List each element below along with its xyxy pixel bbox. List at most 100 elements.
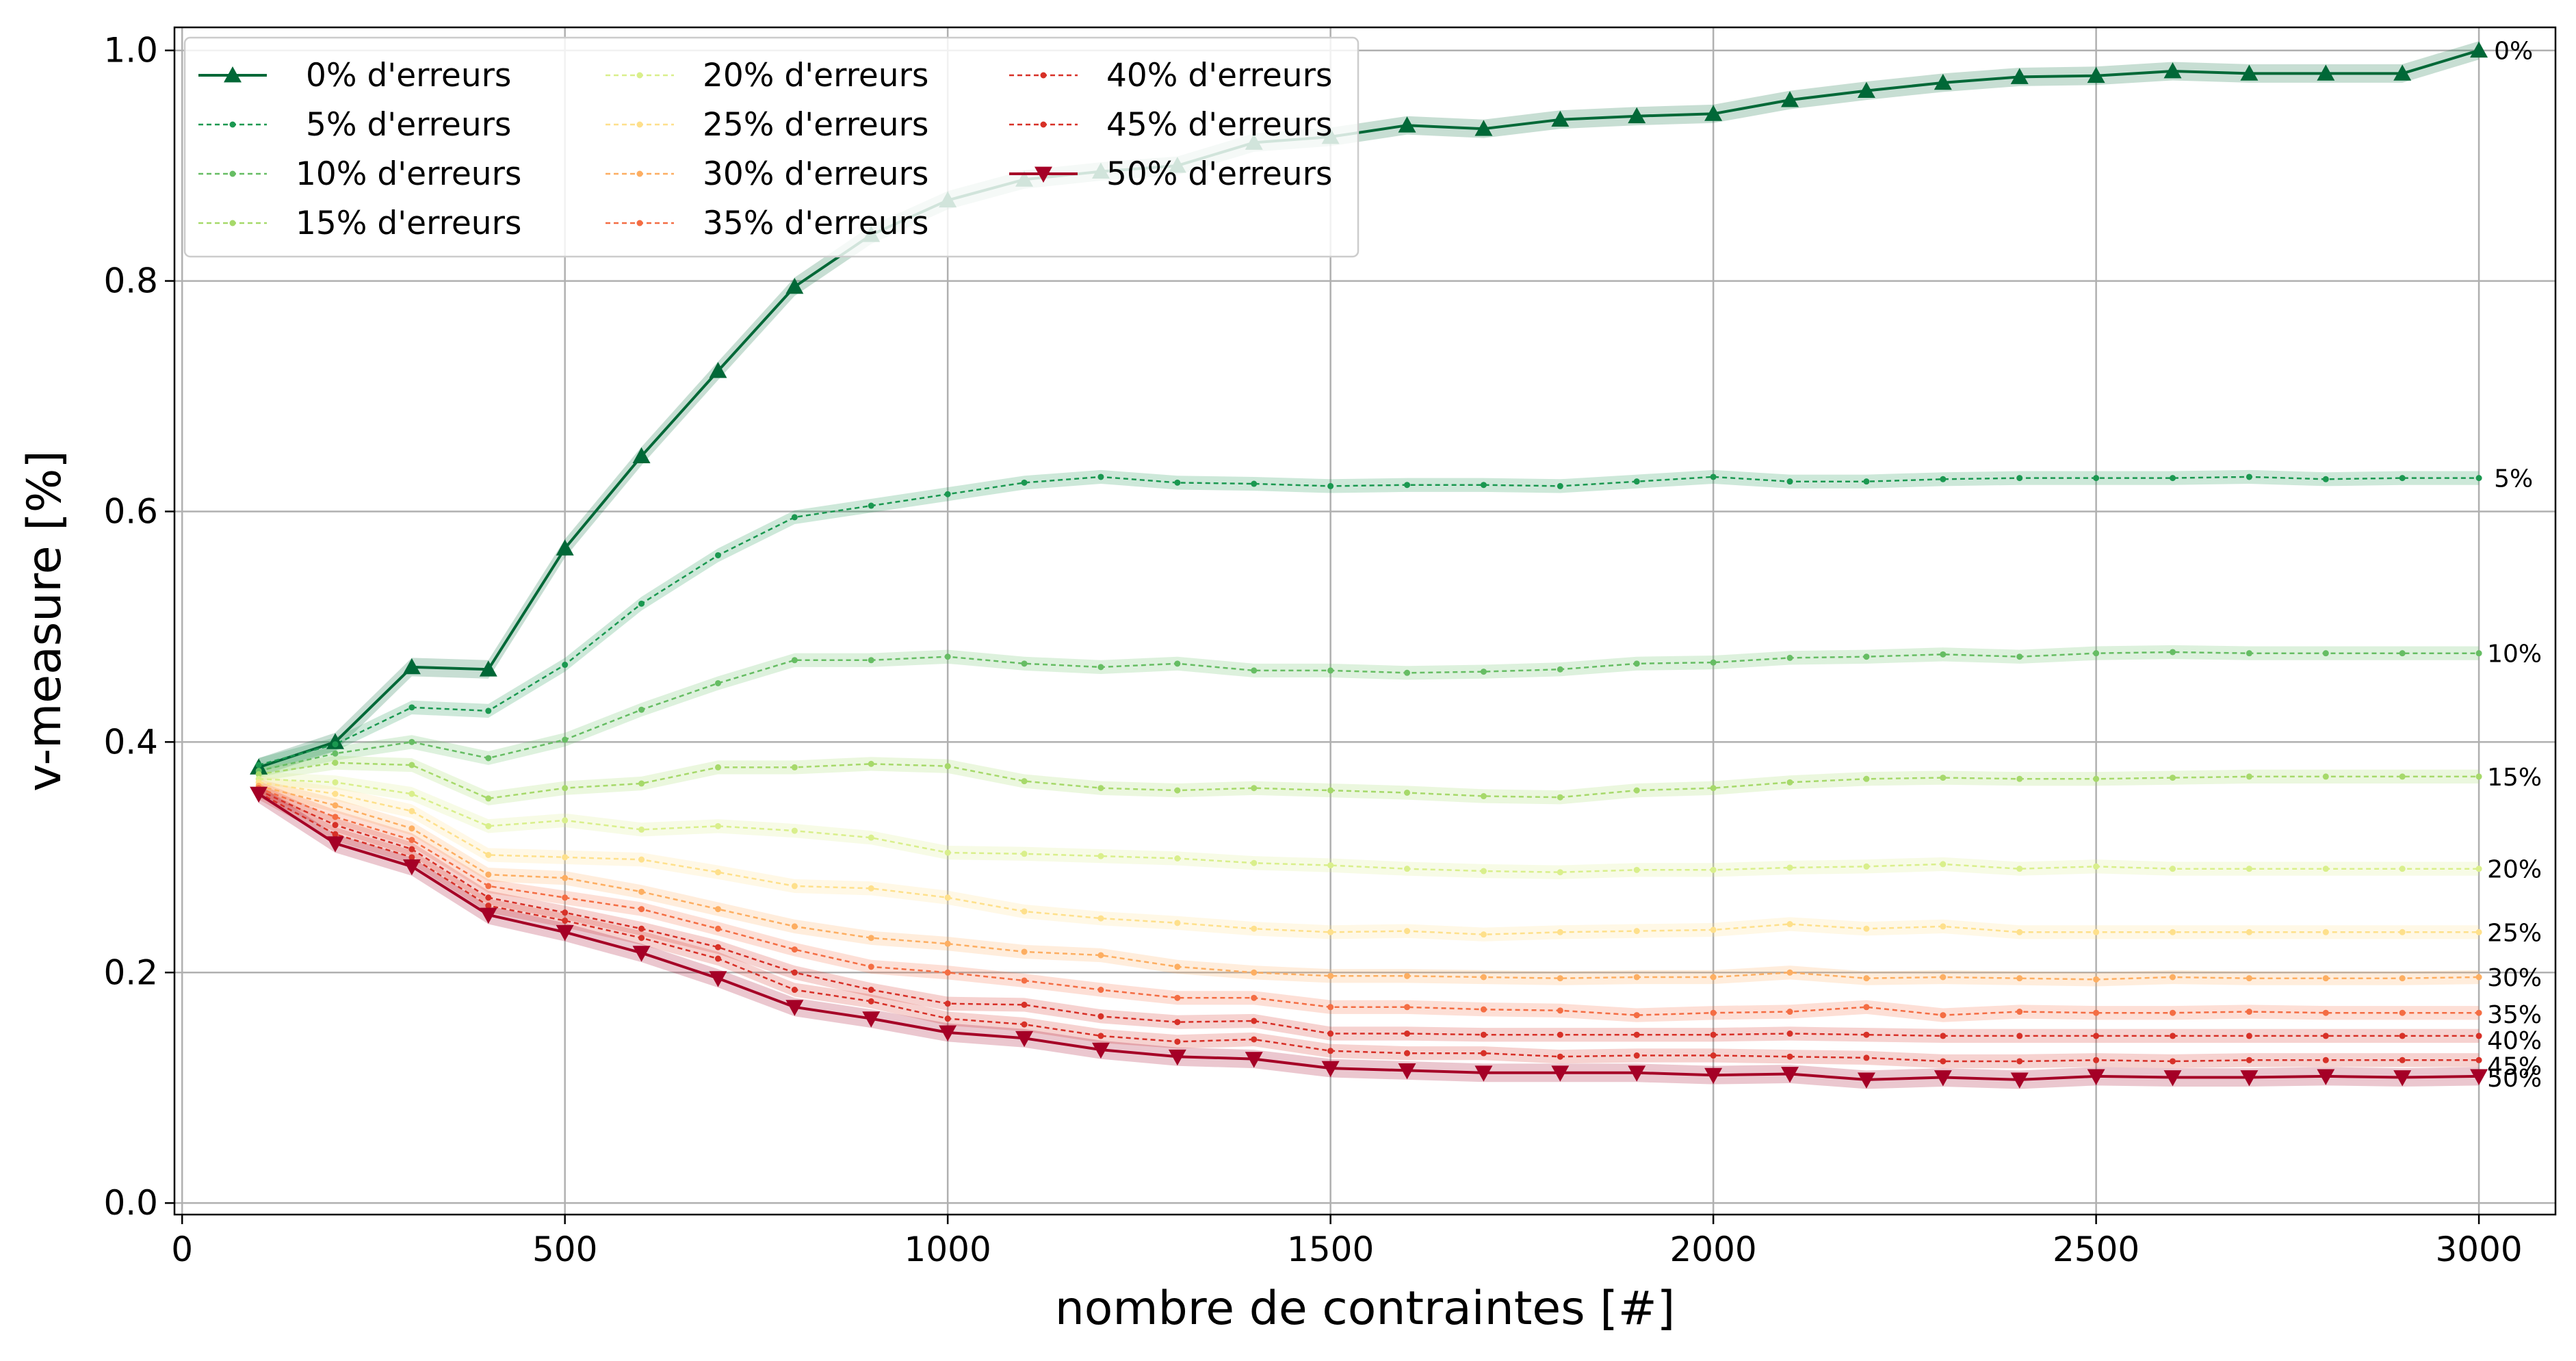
data-point: [2093, 929, 2100, 935]
data-point: [408, 807, 415, 814]
data-point: [1557, 666, 1563, 673]
data-point: [2093, 650, 2100, 657]
data-point: [714, 822, 721, 829]
data-point: [562, 854, 569, 861]
data-point: [791, 827, 798, 834]
data-point: [2093, 863, 2100, 870]
data-point: [1327, 667, 1334, 674]
series-end-label: 50%: [2487, 1065, 2542, 1093]
data-point: [1174, 963, 1181, 970]
data-point: [1480, 482, 1487, 489]
series-lines: [258, 49, 2480, 1081]
data-point: [1021, 977, 1028, 984]
data-point: [408, 738, 415, 745]
data-point: [255, 762, 262, 768]
x-tick-label: 2500: [2053, 1230, 2139, 1269]
data-point: [791, 657, 798, 664]
data-point: [255, 771, 262, 778]
data-point: [1404, 789, 1411, 796]
y-tick-label: 1.0: [103, 31, 158, 70]
data-point: [2016, 1058, 2023, 1065]
data-point: [2475, 866, 2482, 872]
confidence-band: [259, 779, 2480, 987]
data-point: [2170, 775, 2176, 781]
data-point: [1251, 1036, 1258, 1043]
data-point: [791, 987, 798, 994]
data-point: [2093, 775, 2100, 782]
data-point: [2399, 975, 2406, 982]
data-point: [1633, 1012, 1640, 1019]
data-point: [2246, 1033, 2252, 1039]
series-end-label: 20%: [2487, 856, 2542, 884]
data-point: [1474, 1065, 1493, 1082]
data-point: [2399, 866, 2406, 872]
data-point: [485, 871, 492, 878]
end-labels: 0% 5% 10% 15% 20% 25% 30% 35%40%45%50%: [2487, 38, 2542, 1093]
data-point: [1633, 1052, 1640, 1059]
data-point: [2016, 929, 2023, 935]
data-point: [1786, 779, 1793, 786]
data-point: [868, 834, 874, 841]
data-point: [1786, 921, 1793, 928]
legend: 0% d'erreurs 5% d'erreurs 10% d'erreurs 15…: [183, 36, 1359, 258]
data-point: [556, 924, 574, 942]
x-tick-label: 500: [532, 1230, 597, 1269]
data-point: [1551, 110, 1570, 127]
data-point: [632, 447, 651, 464]
data-point: [2093, 976, 2100, 983]
data-point: [944, 1000, 951, 1007]
legend-marker: [636, 170, 643, 177]
data-point: [868, 987, 874, 994]
data-point: [402, 658, 421, 675]
data-point: [1934, 73, 1952, 90]
data-point: [1480, 931, 1487, 938]
data-point: [1251, 969, 1258, 976]
data-point: [638, 906, 645, 913]
legend-label: 5% d'erreurs: [296, 106, 511, 144]
axis-ticks: 0 500 1000 1500 2000 2500 3000 0.0 0.2 0.4 0.6 0.8 1…: [103, 31, 2522, 1269]
legend-label: 0% d'erreurs: [296, 57, 511, 94]
data-point: [2393, 64, 2412, 81]
data-point: [332, 822, 339, 829]
data-point: [408, 790, 415, 797]
data-point: [2170, 1009, 2176, 1016]
data-point: [2322, 773, 2329, 780]
data-point: [944, 894, 951, 901]
data-point: [1557, 794, 1563, 801]
data-point: [2010, 1072, 2029, 1089]
data-point: [2016, 975, 2023, 982]
data-point: [2246, 1009, 2252, 1015]
data-point: [1940, 1033, 1947, 1039]
data-point: [1327, 862, 1334, 869]
data-point: [1251, 667, 1258, 674]
data-point: [1251, 1017, 1258, 1024]
data-point: [1781, 91, 1799, 107]
data-point: [1168, 1049, 1186, 1066]
data-point: [2322, 1057, 2329, 1063]
data-point: [1480, 1006, 1487, 1013]
data-point: [868, 657, 874, 664]
data-point: [2093, 1033, 2100, 1039]
data-point: [2163, 1070, 2182, 1087]
data-point: [1633, 974, 1640, 981]
data-point: [1863, 925, 1870, 932]
grid: [174, 27, 2555, 1215]
legend-label: 50% d'erreurs: [1106, 155, 1332, 193]
data-point: [632, 946, 651, 962]
data-point: [1097, 987, 1104, 994]
data-point: [2093, 1057, 2100, 1063]
data-point: [714, 944, 721, 950]
x-tick-label: 2000: [1670, 1230, 1757, 1269]
data-point: [944, 491, 951, 497]
data-point: [1327, 1004, 1334, 1011]
data-point: [562, 894, 569, 901]
data-point: [1940, 923, 1947, 930]
data-point: [1327, 1048, 1334, 1054]
data-point: [2093, 475, 2100, 482]
data-point: [1021, 908, 1028, 915]
data-point: [1251, 994, 1258, 1001]
legend-label: 30% d'erreurs: [703, 155, 928, 193]
data-point: [1557, 975, 1563, 982]
series-end-label: 25%: [2487, 919, 2542, 947]
series-end-label: 0%: [2494, 38, 2533, 66]
